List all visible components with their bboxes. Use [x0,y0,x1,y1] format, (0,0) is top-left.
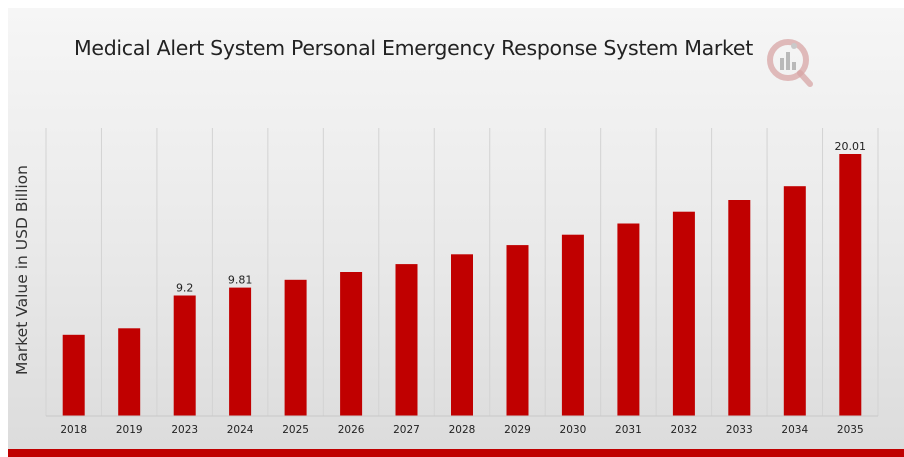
bar-2033 [728,200,751,416]
x-tick-labels: 2018 2019 2023 2024 2025 2026 2027 2028 2029 2030… [60,424,863,436]
bars [62,154,862,416]
bar-2024 [229,287,252,416]
x-tick-label: 2026 [338,424,365,436]
x-tick-label: 2019 [116,424,143,436]
brand-logo-icon [767,39,813,87]
bar-2019 [118,328,141,416]
data-label: 9.2 [176,282,194,295]
x-tick-label: 2018 [60,424,87,436]
x-tick-label: 2024 [227,424,254,436]
bar-2025 [284,279,307,416]
bar-2029 [506,245,529,416]
bar-2030 [561,234,584,416]
x-tick-label: 2028 [449,424,476,436]
bar-2032 [672,211,695,416]
chart-title: Medical Alert System Personal Emergency … [74,36,753,60]
bar-2027 [395,264,418,416]
bar-2034 [783,186,806,416]
data-label: 9.81 [228,274,253,287]
y-axis-label: Market Value in USD Billion [13,165,31,375]
bar-2028 [451,254,473,416]
x-tick-label: 2033 [726,424,753,436]
x-tick-label: 2027 [393,424,420,436]
data-labels: 9.2 9.81 20.01 [176,140,866,295]
bar-2026 [340,272,363,416]
bar-2031 [617,223,640,416]
data-label: 20.01 [835,140,867,153]
x-tick-label: 2030 [560,424,587,436]
bar-2018 [62,334,85,416]
x-tick-label: 2029 [504,424,531,436]
x-tick-label: 2035 [837,424,864,436]
gridlines [45,128,879,416]
bottom-accent-bar [8,449,904,457]
bar-2035 [839,154,862,416]
x-tick-label: 2031 [615,424,642,436]
x-tick-label: 2034 [781,424,808,436]
x-tick-label: 2032 [671,424,698,436]
bar-2023 [173,295,196,416]
x-tick-label: 2025 [282,424,309,436]
x-tick-label: 2023 [171,424,198,436]
